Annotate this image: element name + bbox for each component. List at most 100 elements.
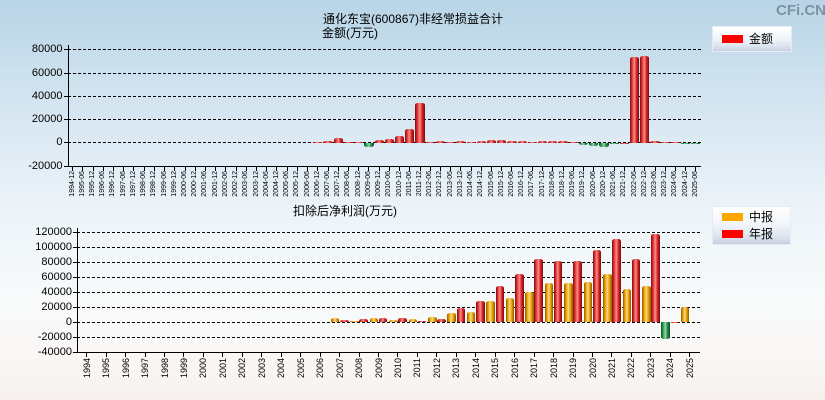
legend-label-annual: 年报	[749, 226, 774, 241]
gridline	[67, 72, 701, 74]
x-tick-label: 2015-12	[497, 171, 505, 197]
x-tick	[347, 167, 349, 172]
x-tick-label: 2022	[626, 358, 637, 379]
x-tick	[261, 353, 263, 358]
bottom-chart-title: 扣除后净利润(万元)	[293, 204, 397, 218]
x-tick	[695, 167, 697, 172]
x-tick-label: 2016-06	[507, 171, 515, 197]
x-tick-label: 1996	[120, 358, 131, 379]
x-tick-label: 2024	[665, 358, 676, 379]
x-tick	[533, 353, 535, 358]
bar	[369, 318, 379, 323]
bar	[350, 321, 359, 323]
cfi-cn-logo: CFi.CN	[776, 2, 825, 19]
x-tick-label: 1994-12	[68, 171, 76, 197]
x-tick	[388, 167, 390, 172]
y-tick	[63, 72, 68, 74]
y-tick	[63, 165, 68, 167]
x-tick	[339, 353, 341, 358]
x-tick	[133, 167, 135, 172]
x-tick	[491, 167, 493, 172]
x-tick-label: 2023	[645, 358, 656, 379]
top-chart-subtitle: 金额(万元)	[322, 26, 378, 40]
gridline	[77, 321, 700, 323]
bar	[476, 141, 486, 143]
gridline	[77, 246, 700, 248]
x-tick	[235, 167, 237, 172]
bar	[359, 319, 368, 323]
x-tick	[436, 353, 438, 358]
gridline	[77, 276, 700, 278]
gridline	[67, 95, 701, 97]
bar	[619, 142, 629, 144]
legend-item-interim: 中报	[713, 210, 790, 224]
x-tick-label: 2004	[276, 358, 287, 379]
y-tick-label: -40000	[37, 345, 72, 358]
bar	[691, 142, 701, 144]
x-tick-label: 2017	[529, 358, 540, 379]
x-tick	[450, 167, 452, 172]
x-tick	[572, 353, 574, 358]
x-tick-label: 2003-06	[242, 171, 250, 197]
x-tick-label: 2017-06	[528, 171, 536, 197]
x-tick	[319, 353, 321, 358]
x-tick	[378, 167, 380, 172]
y-tick-label: 20000	[41, 300, 72, 313]
gridline	[77, 336, 700, 338]
bar	[641, 286, 651, 323]
x-tick-label: 1997	[140, 358, 151, 379]
bar	[558, 140, 568, 143]
legend-swatch-amount	[722, 35, 743, 43]
x-tick-label: 2002	[237, 358, 248, 379]
gridline	[77, 261, 700, 263]
bar	[680, 306, 690, 323]
bar	[670, 142, 681, 144]
y-tick	[63, 142, 68, 144]
x-tick-label: 2008	[354, 358, 365, 379]
x-tick	[215, 167, 217, 172]
x-tick-label: 1999-06	[160, 171, 168, 197]
x-tick-label: 2021	[606, 358, 617, 379]
x-tick-label: 2011-06	[405, 171, 413, 197]
legend-item-annual: 年报	[713, 226, 790, 241]
x-tick	[378, 353, 380, 358]
bar	[486, 139, 497, 143]
x-tick-label: 2009-06	[364, 171, 372, 197]
bar	[631, 259, 641, 323]
x-tick-label: 2008-06	[344, 171, 352, 197]
bar	[486, 301, 495, 323]
bar	[583, 281, 593, 323]
bar	[427, 316, 437, 323]
x-tick	[552, 167, 554, 172]
y-tick	[73, 321, 77, 323]
x-tick	[202, 353, 204, 358]
y-tick	[73, 261, 77, 263]
x-tick-label: 2020	[587, 358, 598, 379]
x-tick	[572, 167, 574, 172]
x-tick	[256, 167, 258, 172]
x-tick	[300, 353, 302, 358]
bar	[589, 142, 599, 147]
x-tick-label: 2022-06	[630, 171, 638, 197]
x-tick-label: 2019-12	[579, 171, 587, 197]
x-tick-label: 2023-06	[651, 171, 659, 197]
bar	[384, 139, 394, 143]
y-tick	[73, 291, 77, 293]
y-tick-label: 60000	[31, 66, 63, 79]
bar	[578, 142, 589, 145]
x-tick	[514, 353, 516, 358]
top-chart-title: 通化东宝(600867)非经常损益合计	[323, 12, 504, 26]
x-tick-label: 2024-12	[681, 171, 689, 197]
bar	[650, 141, 660, 143]
x-tick	[542, 167, 544, 172]
x-tick-label: 2003-12	[252, 171, 260, 197]
x-tick	[86, 353, 88, 358]
bar	[534, 259, 544, 323]
x-tick-label: 2000-06	[181, 171, 188, 197]
x-tick	[611, 353, 613, 358]
x-tick	[368, 167, 370, 172]
x-tick	[280, 353, 282, 358]
bar	[507, 141, 517, 143]
bar	[405, 128, 415, 143]
x-tick-label: 2015	[490, 358, 501, 379]
